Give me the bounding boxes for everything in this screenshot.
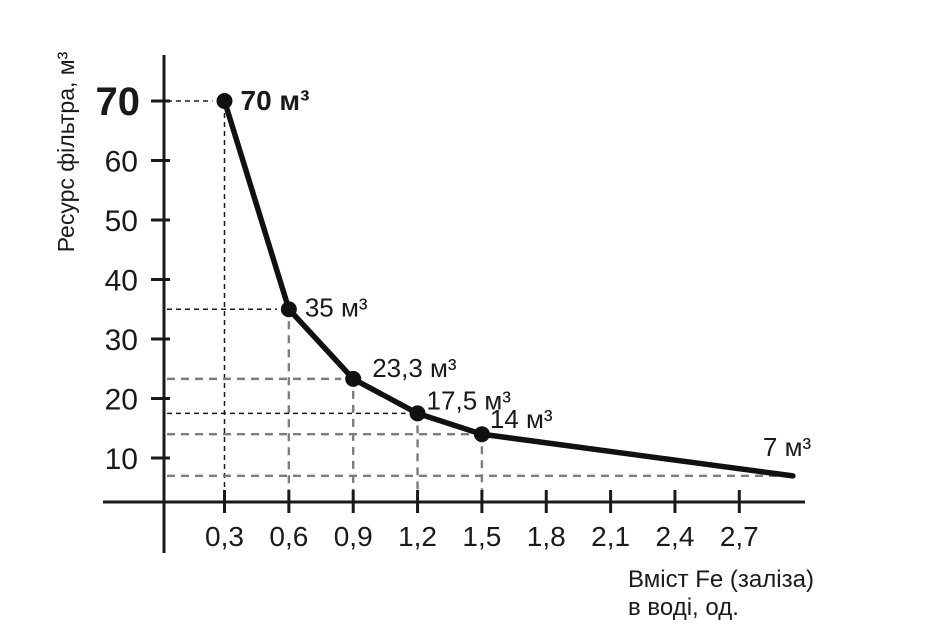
data-point-label: 70 м³ <box>241 85 310 116</box>
y-tick-label: 60 <box>105 146 138 179</box>
y-tick-label: 70 <box>96 80 141 124</box>
data-point-label: 17,5 м³ <box>427 385 512 415</box>
x-tick-label: 0,9 <box>334 521 373 552</box>
data-point <box>409 405 426 422</box>
data-point <box>473 426 490 443</box>
x-tick-label: 0,3 <box>205 521 244 552</box>
y-tick-label: 40 <box>105 265 138 298</box>
x-axis-title-line1: Вміст Fe (заліза) <box>628 566 814 593</box>
y-tick-label: 50 <box>105 205 138 238</box>
x-tick-label: 0,6 <box>269 521 308 552</box>
ticks-group: 70 60 50 40 30 20 10 0,3 0,6 0,9 1,2 1,5 1,8 2,1 2,4 2,… <box>96 80 759 552</box>
x-tick-label: 2,4 <box>655 521 694 552</box>
axes-group <box>103 55 805 553</box>
data-point <box>216 93 233 109</box>
x-axis-title-line2: в воді, од. <box>628 594 739 621</box>
x-tick-label: 1,2 <box>398 521 437 552</box>
data-curve <box>221 98 796 479</box>
y-axis-title: Ресурс фільтра, м³ <box>53 51 79 252</box>
x-tick-label: 1,5 <box>462 521 501 552</box>
data-point <box>345 370 362 387</box>
data-point-label: 14 м³ <box>490 404 553 434</box>
y-tick-label: 20 <box>105 384 138 417</box>
data-point <box>280 301 297 318</box>
x-tick-label: 2,1 <box>591 521 630 552</box>
y-tick-label: 10 <box>105 443 138 476</box>
guides-group <box>167 100 789 498</box>
x-tick-label: 2,7 <box>720 521 759 552</box>
data-point-label: 35 м³ <box>305 292 368 322</box>
y-tick-label: 30 <box>105 324 138 357</box>
curve-group <box>216 93 796 479</box>
data-point-label: 7 м³ <box>763 432 812 462</box>
x-tick-label: 1,8 <box>527 521 566 552</box>
data-point-label: 23,3 м³ <box>372 353 457 383</box>
